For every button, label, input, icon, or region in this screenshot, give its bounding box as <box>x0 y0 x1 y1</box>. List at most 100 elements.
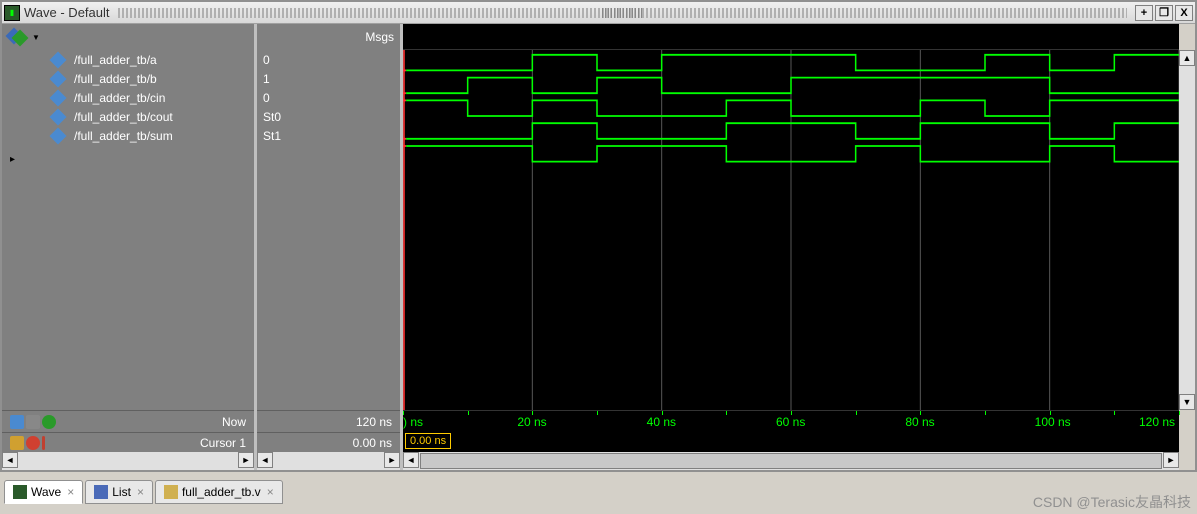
signal-value[interactable]: 1 <box>257 69 400 88</box>
signal-icon <box>50 108 67 125</box>
tabs-bar: Wave×List×full_adder_tb.v× CSDN @Terasic… <box>0 472 1197 512</box>
signal-row[interactable]: /full_adder_tb/sum <box>2 126 254 145</box>
cursor-row: Cursor 1 <box>2 432 254 452</box>
titlebar[interactable]: ▮ Wave - Default + ❐ X <box>2 2 1195 24</box>
objects-icon[interactable] <box>6 28 30 46</box>
now-value: 120 ns <box>356 415 392 429</box>
values-footer: 120 ns 0.00 ns ◄ ► <box>257 410 400 470</box>
now-icon-1[interactable] <box>10 415 24 429</box>
scroll-down-button[interactable]: ▼ <box>1179 394 1195 410</box>
tab-close-icon[interactable]: × <box>137 485 144 499</box>
signal-name: /full_adder_tb/sum <box>74 129 173 143</box>
scroll-right-button[interactable]: ► <box>238 452 254 468</box>
signal-value[interactable]: St1 <box>257 126 400 145</box>
signal-row[interactable]: /full_adder_tb/cin <box>2 88 254 107</box>
signal-icon <box>50 127 67 144</box>
now-icon-3[interactable] <box>42 415 56 429</box>
tab-wave[interactable]: Wave × <box>4 480 83 504</box>
app-icon: ▮ <box>4 5 20 21</box>
dropdown-arrow-icon[interactable]: ▼ <box>32 33 40 42</box>
signal-row[interactable]: /full_adder_tb/cout <box>2 107 254 126</box>
main-layout: ▼ /full_adder_tb/a/full_adder_tb/b/full_… <box>2 24 1195 470</box>
signal-value[interactable]: 0 <box>257 50 400 69</box>
tick-label: 40 ns <box>647 415 676 429</box>
tabs-container: Wave × List × full_adder_tb.v × <box>4 480 285 504</box>
tick-mark-minor <box>726 411 727 415</box>
expand-marker-icon[interactable]: ▸ <box>10 154 15 165</box>
tab-close-icon[interactable]: × <box>67 485 74 499</box>
scroll-up-button[interactable]: ▲ <box>1179 50 1195 66</box>
tick-label: 20 ns <box>517 415 546 429</box>
wave-vscroll[interactable]: ▲ ▼ <box>1179 24 1195 470</box>
cursor-icon-1[interactable] <box>10 436 24 450</box>
scroll-left-button[interactable]: ◄ <box>403 452 419 468</box>
tab-icon <box>13 485 27 499</box>
tick-mark-minor <box>597 411 598 415</box>
now-label: Now <box>222 415 246 429</box>
values-hscroll[interactable]: ◄ ► <box>257 452 400 470</box>
tick-label: 80 ns <box>905 415 934 429</box>
cursor-time-row[interactable]: 0.00 ns <box>403 432 1179 452</box>
wave-panel: ) ns 20 ns 40 ns 60 ns 80 ns 100 ns 120 ns 0.0… <box>403 24 1179 470</box>
window-title: Wave - Default <box>24 5 110 20</box>
signal-row[interactable]: /full_adder_tb/a <box>2 50 254 69</box>
tab-close-icon[interactable]: × <box>267 485 274 499</box>
tab-label: full_adder_tb.v <box>182 485 261 499</box>
tick-mark-minor <box>856 411 857 415</box>
scroll-thumb[interactable] <box>420 453 1162 469</box>
signal-value[interactable]: St0 <box>257 107 400 126</box>
tab-icon <box>94 485 108 499</box>
scroll-right-button[interactable]: ► <box>384 452 400 468</box>
add-button[interactable]: + <box>1135 5 1153 21</box>
titlebar-pattern <box>118 8 1128 18</box>
now-icon-2[interactable] <box>26 415 40 429</box>
vscroll-track[interactable] <box>1179 66 1195 394</box>
scroll-left-button[interactable]: ◄ <box>2 452 18 468</box>
cursor-icon-3[interactable] <box>42 436 45 450</box>
cursor-value: 0.00 ns <box>353 436 392 450</box>
signal-row[interactable]: /full_adder_tb/b <box>2 69 254 88</box>
value-list: 010St0St1 <box>257 50 400 145</box>
close-button[interactable]: X <box>1175 5 1193 21</box>
signal-list: /full_adder_tb/a/full_adder_tb/b/full_ad… <box>2 50 254 145</box>
tick-label: 120 ns <box>1139 415 1175 429</box>
now-row: Now <box>2 410 254 432</box>
time-ruler[interactable]: ) ns 20 ns 40 ns 60 ns 80 ns 100 ns 120 ns <box>403 410 1179 432</box>
vscroll-spacer <box>1179 410 1195 470</box>
scroll-track[interactable] <box>18 452 238 470</box>
signal-name: /full_adder_tb/cin <box>74 91 165 105</box>
signal-icon <box>50 89 67 106</box>
wave-area[interactable] <box>403 50 1179 410</box>
cursor-label: Cursor 1 <box>200 436 246 450</box>
tick-label: 60 ns <box>776 415 805 429</box>
now-icons <box>10 415 56 429</box>
scroll-right-button[interactable]: ► <box>1163 452 1179 468</box>
wave-hscroll[interactable]: ◄ ► <box>403 452 1179 470</box>
maximize-button[interactable]: ❐ <box>1155 5 1173 21</box>
wave-header <box>403 24 1179 50</box>
scroll-left-button[interactable]: ◄ <box>257 452 273 468</box>
msgs-header: Msgs <box>257 24 400 50</box>
signals-hscroll[interactable]: ◄ ► <box>2 452 254 470</box>
tab-list[interactable]: List × <box>85 480 153 504</box>
signal-value[interactable]: 0 <box>257 88 400 107</box>
signal-icon <box>50 70 67 87</box>
vscroll-spacer <box>1179 24 1195 50</box>
tick-label: 100 ns <box>1035 415 1071 429</box>
scroll-track[interactable] <box>273 452 384 470</box>
wave-svg <box>403 50 1179 410</box>
cursor-value-row: 0.00 ns <box>257 432 400 452</box>
now-value-row: 120 ns <box>257 410 400 432</box>
signal-name: /full_adder_tb/cout <box>74 110 173 124</box>
tick-mark <box>1179 411 1180 415</box>
signals-panel: ▼ /full_adder_tb/a/full_adder_tb/b/full_… <box>2 24 257 470</box>
wave-window: ▮ Wave - Default + ❐ X ▼ /full_adder_tb/… <box>0 0 1197 472</box>
cursor-icon-2[interactable] <box>26 436 40 450</box>
cursor-marker[interactable]: 0.00 ns <box>405 433 451 449</box>
tab-label: List <box>112 485 131 499</box>
signals-header[interactable]: ▼ <box>2 24 254 50</box>
tab-label: Wave <box>31 485 61 499</box>
tab-full-adder-tb-v[interactable]: full_adder_tb.v × <box>155 480 283 504</box>
titlebar-grip[interactable] <box>602 8 642 18</box>
tick-label: ) ns <box>403 415 423 429</box>
